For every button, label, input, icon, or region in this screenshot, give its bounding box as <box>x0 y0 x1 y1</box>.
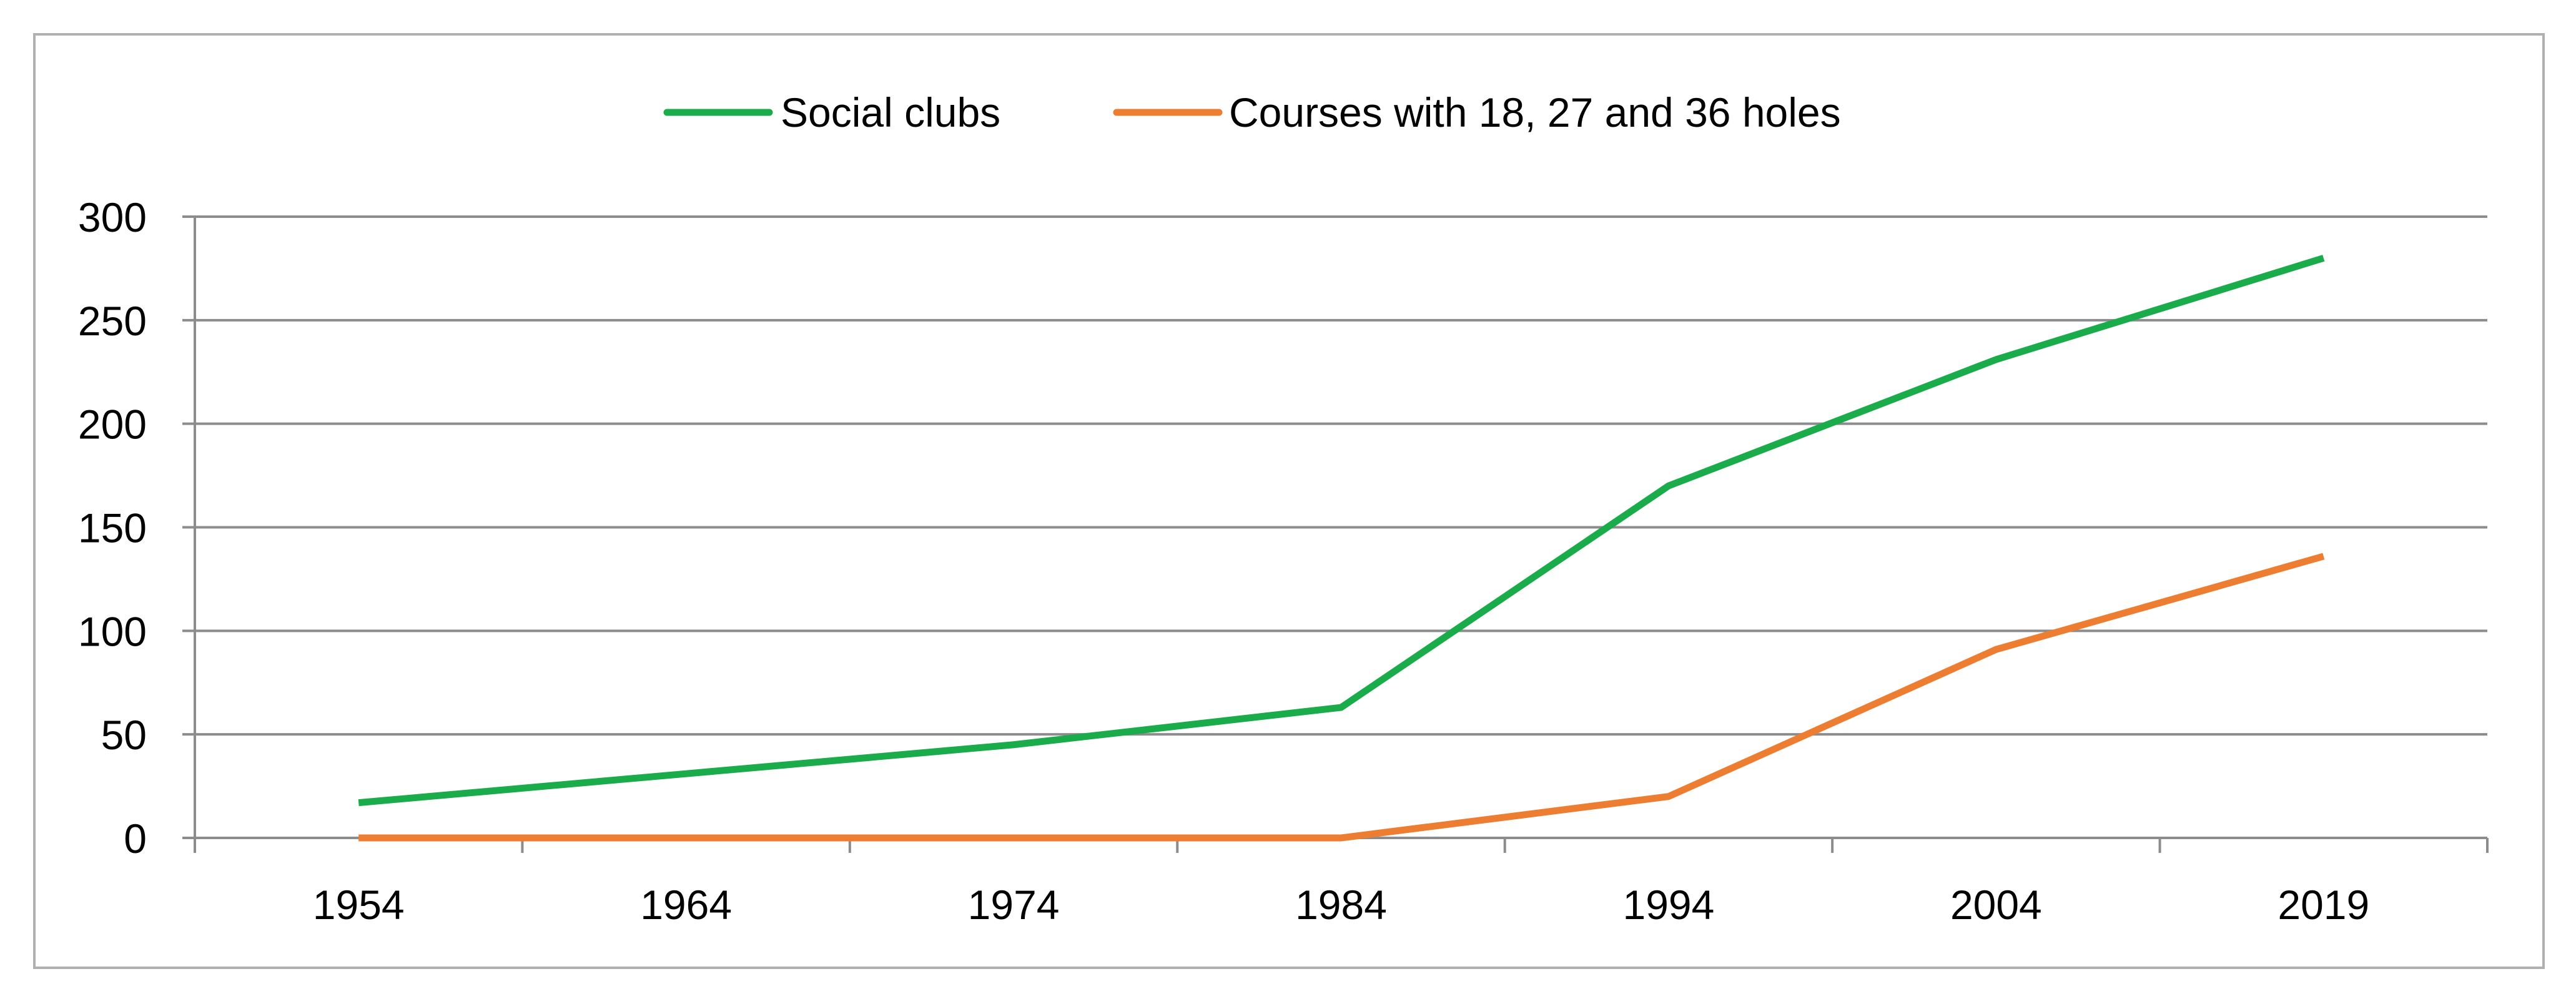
y-tick-label: 100 <box>78 608 147 654</box>
legend-label-1: Courses with 18, 27 and 36 holes <box>1229 89 1841 135</box>
y-tick-label: 50 <box>101 712 147 758</box>
legend: Social clubs Courses with 18, 27 and 36 h… <box>663 89 1841 135</box>
x-tick-label: 2004 <box>1950 882 2042 928</box>
y-tick-label: 250 <box>78 298 147 344</box>
x-tick-label: 1974 <box>968 882 1060 928</box>
y-tick-label: 300 <box>78 194 147 240</box>
x-tick-label: 1984 <box>1295 882 1387 928</box>
y-tick-label: 150 <box>78 505 147 551</box>
legend-label-0: Social clubs <box>781 89 1000 135</box>
series-lines <box>358 255 2325 842</box>
x-tick-label: 1954 <box>313 882 405 928</box>
x-axis-tick-labels: 1954 1964 1974 1984 1994 2004 2019 <box>313 882 2369 928</box>
chart-border <box>33 33 2545 969</box>
x-tick-label: 2019 <box>2277 882 2369 928</box>
y-axis-tick-labels: 0 50 100 150 200 250 300 <box>78 194 147 862</box>
series-line-0 <box>358 255 2325 807</box>
x-tick-label: 1994 <box>1623 882 1715 928</box>
y-tick-label: 0 <box>124 815 147 862</box>
y-tick-label: 200 <box>78 401 147 448</box>
gridlines <box>195 215 2487 736</box>
series-line-1 <box>358 553 2325 842</box>
x-tick-label: 1964 <box>640 882 732 928</box>
